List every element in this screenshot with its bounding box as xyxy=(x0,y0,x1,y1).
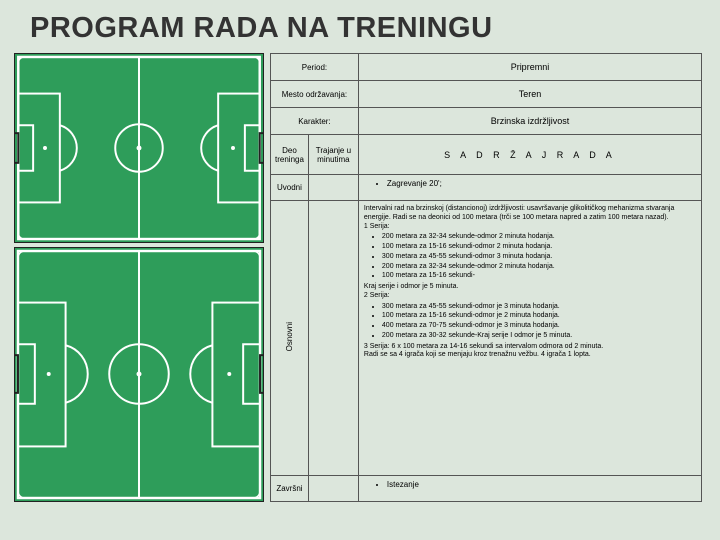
osnovni-duration xyxy=(308,201,358,476)
uvodni-label: Uvodni xyxy=(271,175,309,201)
list-item: 200 metara za 30-32 sekunde-Kraj serije … xyxy=(382,332,696,341)
list-item: 100 metara za 15-16 sekundi-odmor je 2 m… xyxy=(382,312,696,321)
osnovni-label-text: Osnovni xyxy=(285,322,294,351)
sadrzaj-label: S A D R Ž A J R A D A xyxy=(358,135,701,175)
fields-column xyxy=(14,53,264,502)
page-title: PROGRAM RADA NA TRENINGU xyxy=(0,0,720,53)
trajanje-label: Trajanje u minutima xyxy=(308,135,358,175)
mesto-value: Teren xyxy=(358,81,701,108)
list-item: 200 metara za 32-34 sekunde-odmor 2 minu… xyxy=(382,233,696,242)
zavrsni-bullet: Istezanje xyxy=(387,480,695,489)
deo-label: Deo treninga xyxy=(271,135,309,175)
uvodni-bullet: Zagrevanje 20'; xyxy=(387,179,695,188)
serija2-list: 300 metara za 45-55 sekundi-odmor je 3 m… xyxy=(364,303,696,341)
osnovni-note: Radi se sa 4 igrača koji se menjaju kroz… xyxy=(364,351,696,360)
list-item: 400 metara za 70-75 sekundi-odmor je 3 m… xyxy=(382,322,696,331)
osnovni-label: Osnovni xyxy=(271,201,309,476)
uvodni-duration xyxy=(308,175,358,201)
period-value: Pripremni xyxy=(358,54,701,81)
osnovni-intro: Intervalni rad na brzinskoj (distanciono… xyxy=(364,205,696,223)
soccer-field-bottom xyxy=(14,247,264,502)
list-item: 300 metara za 45-55 sekundi-odmor je 3 m… xyxy=(382,303,696,312)
serija1-label: 1 Serija: xyxy=(364,223,696,232)
serija1-end: Kraj serije i odmor je 5 minuta. xyxy=(364,283,696,292)
period-label: Period: xyxy=(271,54,359,81)
zavrsni-label: Završni xyxy=(271,476,309,502)
list-item: 100 metara za 15-16 sekundi-odmor 2 minu… xyxy=(382,243,696,252)
list-item: 200 metara za 32-34 sekunde-odmor 2 minu… xyxy=(382,263,696,272)
serija2-label: 2 Serija: xyxy=(364,292,696,301)
mesto-label: Mesto održavanja: xyxy=(271,81,359,108)
zavrsni-duration xyxy=(308,476,358,502)
training-table: Period: Pripremni Mesto održavanja: Tere… xyxy=(270,53,702,502)
karakter-value: Brzinska izdržljivost xyxy=(358,108,701,135)
serija3-text: 3 Serija: 6 x 100 metara za 14-16 sekund… xyxy=(364,343,696,352)
content-row: Period: Pripremni Mesto održavanja: Tere… xyxy=(0,53,720,502)
zavrsni-content: Istezanje xyxy=(358,476,701,502)
serija1-list: 200 metara za 32-34 sekunde-odmor 2 minu… xyxy=(364,233,696,281)
soccer-field-top xyxy=(14,53,264,243)
karakter-label: Karakter: xyxy=(271,108,359,135)
uvodni-content: Zagrevanje 20'; xyxy=(358,175,701,201)
list-item: 100 metara za 15-16 sekundi- xyxy=(382,272,696,281)
osnovni-content: Intervalni rad na brzinskoj (distanciono… xyxy=(358,201,701,476)
list-item: 300 metara za 45-55 sekundi-odmor 3 minu… xyxy=(382,253,696,262)
